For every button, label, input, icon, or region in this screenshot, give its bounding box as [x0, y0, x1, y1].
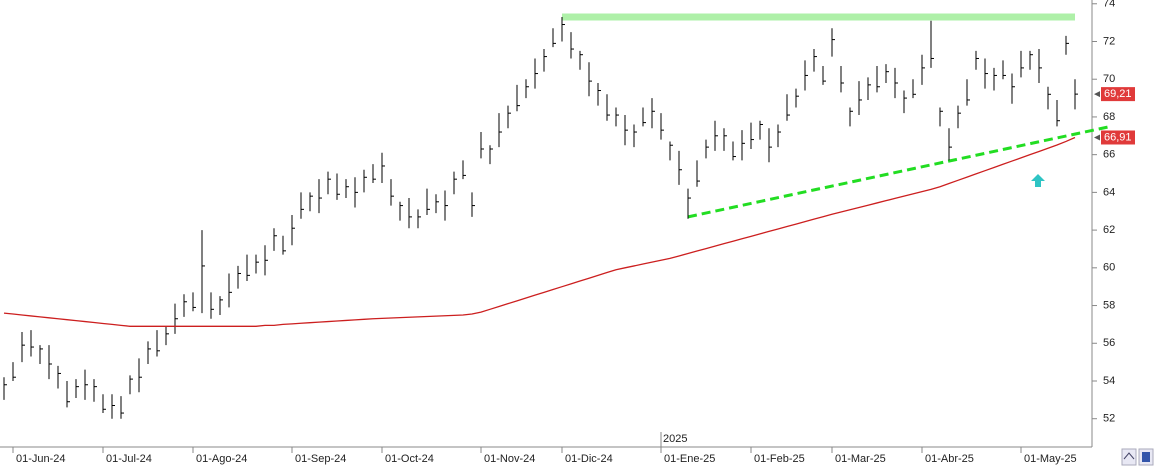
- x-tick-label: 01-Jun-24: [16, 453, 66, 465]
- save-icon: [1142, 452, 1150, 462]
- price-label-box: [1101, 130, 1135, 145]
- year-label: 2025: [663, 433, 687, 445]
- price-label-pointer: [1094, 91, 1100, 98]
- scroll-button[interactable]: [1121, 448, 1137, 466]
- y-tick-label: 54: [1103, 375, 1115, 387]
- price-label-box: [1101, 87, 1135, 102]
- y-tick-label: 52: [1103, 413, 1115, 425]
- scroll-icon: [1123, 452, 1135, 460]
- x-tick-label: 01-Ene-25: [664, 453, 715, 465]
- moving-average: [3, 136, 1076, 327]
- x-tick-label: 01-Ago-24: [196, 453, 247, 465]
- y-tick-label: 62: [1103, 224, 1115, 236]
- x-tick-label: 01-Jul-24: [106, 453, 152, 465]
- y-tick-label: 64: [1103, 186, 1115, 198]
- y-tick-label: 74: [1103, 0, 1115, 10]
- x-tick-label: 01-Nov-24: [484, 453, 535, 465]
- y-tick-label: 56: [1103, 337, 1115, 349]
- price-label-pointer: [1094, 134, 1100, 141]
- arrow-icon: [1031, 174, 1045, 187]
- y-tick-label: 66: [1103, 149, 1115, 161]
- y-tick-label: 72: [1103, 35, 1115, 47]
- trendline: [687, 124, 1112, 219]
- x-tick-label: 01-May-25: [1024, 453, 1077, 465]
- price-label: 66,91: [1104, 131, 1132, 143]
- price-label: 69,21: [1104, 88, 1132, 100]
- x-tick-label: 01-Dic-24: [565, 453, 613, 465]
- x-tick-label: 01-Abr-25: [925, 453, 974, 465]
- y-tick-label: 68: [1103, 111, 1115, 123]
- x-tick-label: 01-Mar-25: [835, 453, 886, 465]
- x-tick-label: 01-Feb-25: [754, 453, 805, 465]
- x-tick-label: 01-Oct-24: [385, 453, 434, 465]
- y-tick-label: 70: [1103, 73, 1115, 85]
- y-tick-label: 60: [1103, 262, 1115, 274]
- x-tick-label: 01-Sep-24: [295, 453, 346, 465]
- y-tick-label: 58: [1103, 299, 1115, 311]
